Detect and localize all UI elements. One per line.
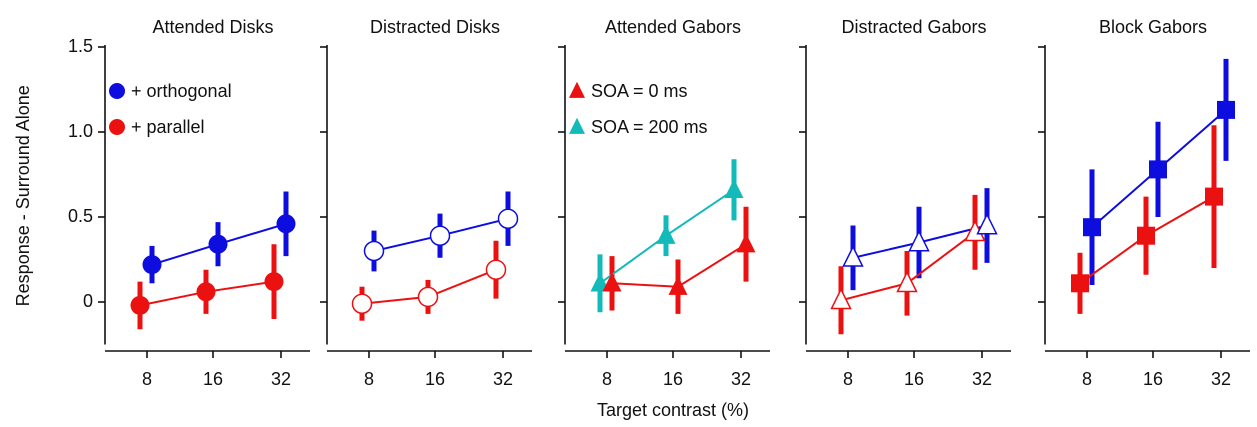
x-tick-label: 32 — [972, 369, 992, 389]
marker — [142, 255, 162, 275]
marker — [908, 229, 930, 252]
marker — [196, 282, 216, 302]
marker — [590, 272, 610, 292]
marker — [1217, 100, 1235, 119]
y-tick-label: 1.5 — [68, 36, 93, 56]
marker — [976, 212, 998, 235]
x-tick-label: 16 — [663, 369, 683, 389]
x-axis-label: Target contrast (%) — [597, 400, 749, 420]
marker — [602, 272, 622, 292]
y-tick-label: 1.0 — [68, 121, 93, 141]
x-tick-label: 32 — [1211, 369, 1231, 389]
marker — [668, 275, 688, 295]
legend-label: SOA = 0 ms — [591, 81, 688, 101]
y-tick-label: 0 — [83, 291, 93, 311]
legend-label: + parallel — [131, 117, 205, 137]
marker — [1205, 187, 1223, 206]
marker — [1149, 160, 1167, 179]
x-tick-label: 16 — [904, 369, 924, 389]
legend-label: + orthogonal — [131, 81, 232, 101]
x-tick-label: 16 — [203, 369, 223, 389]
marker — [351, 293, 373, 314]
marker — [208, 234, 228, 254]
legend-marker — [569, 81, 585, 98]
marker — [429, 225, 451, 246]
x-tick-label: 32 — [271, 369, 291, 389]
marker — [736, 233, 756, 253]
y-tick-label: 0.5 — [68, 206, 93, 226]
x-tick-label: 8 — [1082, 369, 1092, 389]
legend-marker — [569, 117, 585, 134]
x-tick-label: 32 — [493, 369, 513, 389]
marker — [485, 259, 507, 280]
x-tick-label: 8 — [843, 369, 853, 389]
legend-label: SOA = 200 ms — [591, 117, 708, 137]
marker — [417, 286, 439, 308]
marker — [842, 245, 864, 267]
marker — [264, 272, 284, 292]
marker — [1071, 274, 1089, 293]
legend-marker — [109, 119, 125, 135]
panel-title: Attended Disks — [152, 17, 273, 37]
x-tick-label: 16 — [1143, 369, 1163, 389]
marker — [1137, 226, 1155, 245]
marker — [363, 240, 385, 262]
panel-title: Block Gabors — [1099, 17, 1207, 37]
legend-marker — [109, 83, 125, 99]
marker — [130, 295, 150, 315]
marker — [656, 224, 676, 244]
x-tick-label: 8 — [142, 369, 152, 389]
marker — [830, 287, 852, 310]
marker — [1083, 218, 1101, 237]
panel-title: Distracted Disks — [370, 17, 500, 37]
marker — [724, 178, 744, 198]
marker — [276, 214, 296, 234]
x-tick-label: 16 — [425, 369, 445, 389]
x-tick-label: 8 — [364, 369, 374, 389]
y-axis-label: Response - Surround Alone — [13, 85, 33, 306]
marker — [896, 270, 918, 293]
x-tick-label: 32 — [731, 369, 751, 389]
marker — [497, 208, 519, 229]
panel-title: Attended Gabors — [605, 17, 741, 37]
x-tick-label: 8 — [602, 369, 612, 389]
panel-title: Distracted Gabors — [841, 17, 986, 37]
